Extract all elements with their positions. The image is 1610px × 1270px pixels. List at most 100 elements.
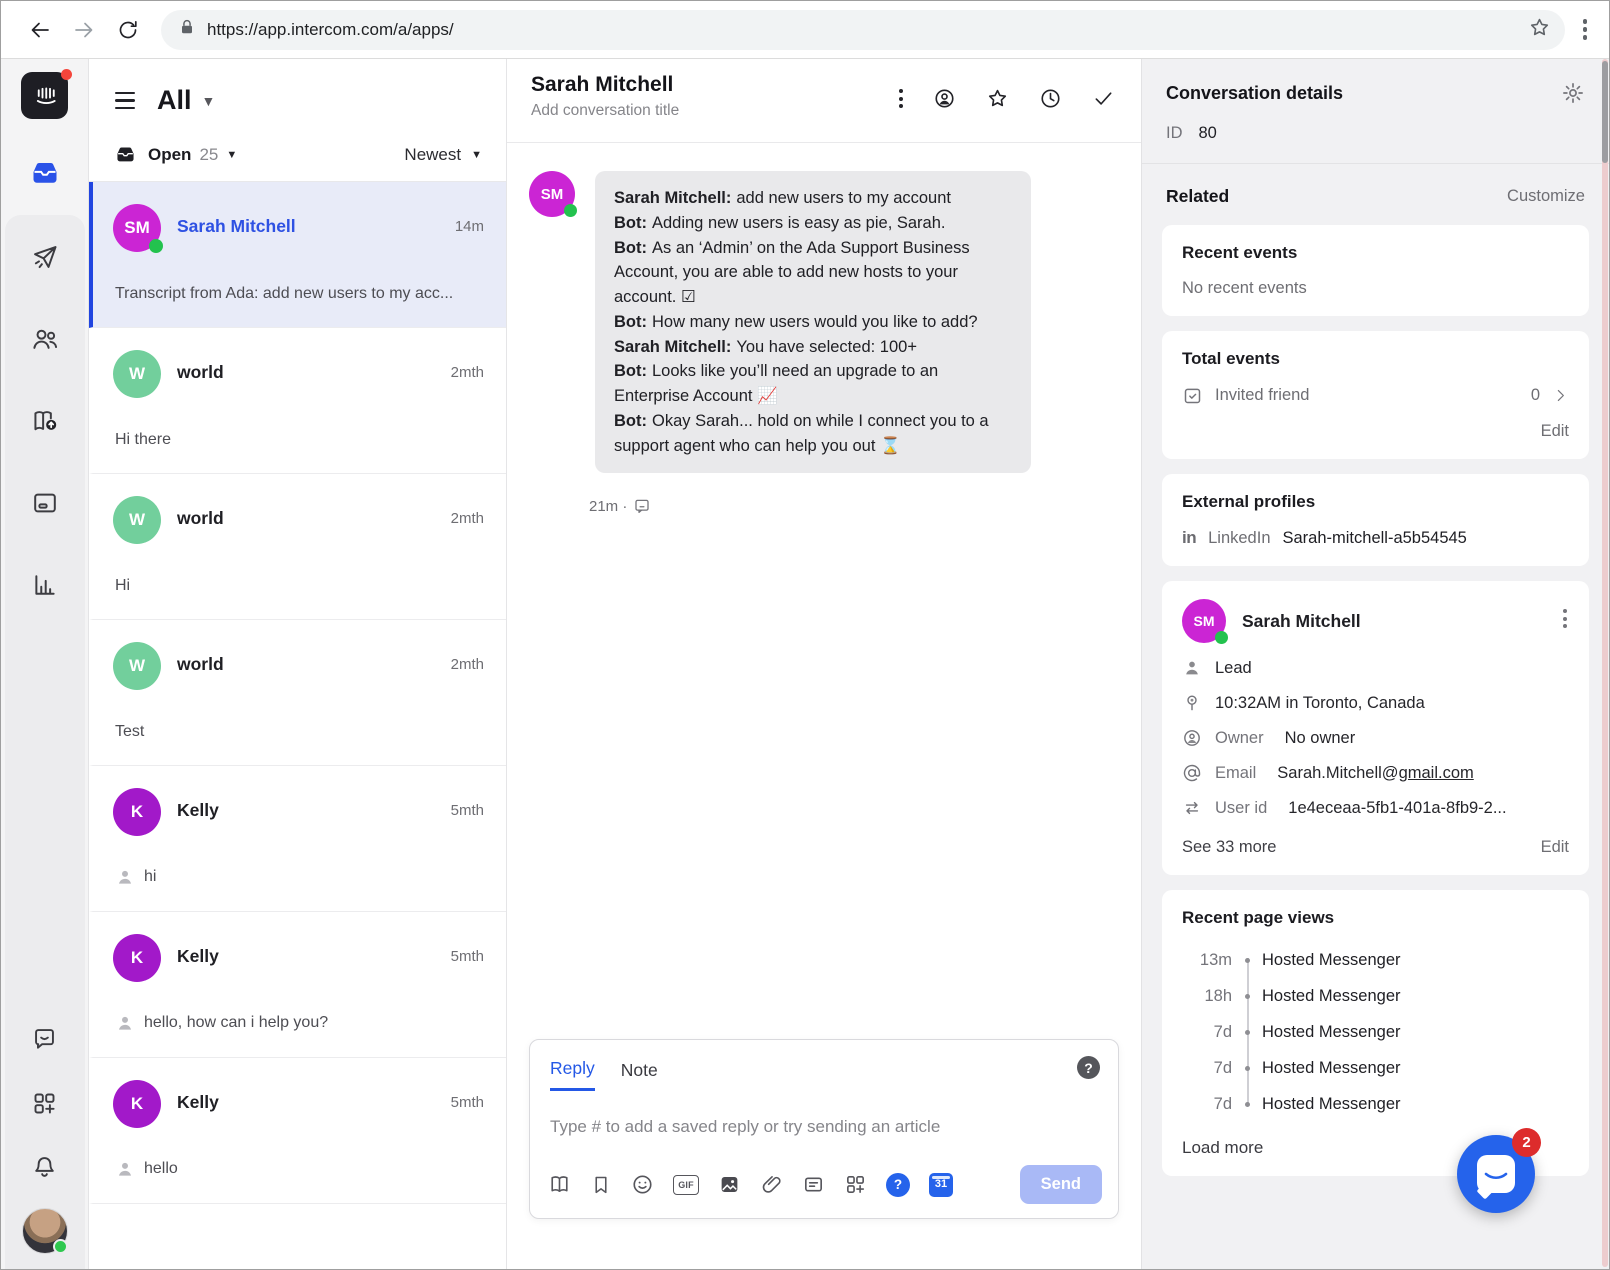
- people-icon: [32, 329, 57, 349]
- attachment-paperclip-icon[interactable]: [760, 1173, 783, 1196]
- emoji-icon[interactable]: [631, 1173, 654, 1196]
- conversation-panel: Sarah Mitchell Add conversation title: [507, 59, 1141, 1269]
- chevron-down-icon[interactable]: ▼: [226, 148, 238, 161]
- conversation-list-item[interactable]: W world 2mth Test: [89, 620, 506, 766]
- conversation-list-item[interactable]: K Kelly 5mth hello, how can i help you?: [89, 912, 506, 1058]
- snooze-clock-icon[interactable]: [1039, 87, 1062, 110]
- browser-menu-icon[interactable]: [1582, 19, 1587, 40]
- close-conversation-check-icon[interactable]: [1092, 87, 1115, 110]
- customize-link[interactable]: Customize: [1507, 187, 1585, 205]
- chevron-down-icon[interactable]: ▼: [471, 148, 482, 161]
- details-title: Conversation details: [1166, 83, 1344, 103]
- external-profiles-title: External profiles: [1182, 492, 1316, 511]
- sidebar-item-reports[interactable]: [21, 561, 69, 609]
- browser-back-icon[interactable]: [27, 17, 53, 43]
- user-footer: See 33 more Edit: [1182, 838, 1569, 857]
- bookmark-star-icon[interactable]: [1528, 16, 1551, 44]
- conversation-preview: Hi there: [115, 431, 172, 448]
- avatar: W: [113, 496, 161, 544]
- sidebar-item-help-center[interactable]: [21, 479, 69, 527]
- email-value[interactable]: Sarah.Mitchell@gmail.com: [1277, 763, 1474, 782]
- window-scrollbar[interactable]: [1602, 59, 1608, 1267]
- page-view-item: 13m Hosted Messenger: [1199, 950, 1401, 969]
- saved-replies-bookmark-icon[interactable]: [590, 1174, 612, 1196]
- recent-events-title: Recent events: [1182, 243, 1298, 262]
- linkedin-icon: in: [1182, 528, 1197, 547]
- gear-icon[interactable]: [1561, 81, 1585, 110]
- details-header: Conversation details ID 80: [1142, 59, 1609, 164]
- star-icon[interactable]: [986, 87, 1009, 110]
- conversation-time: 5mth: [450, 802, 484, 819]
- more-options-icon[interactable]: [899, 89, 903, 108]
- calendar-app-icon[interactable]: 31: [929, 1172, 953, 1197]
- transcript-line: Sarah Mitchell: You have selected: 100+: [614, 337, 917, 356]
- external-profiles-card: External profiles in LinkedIn Sarah-mitc…: [1162, 474, 1589, 566]
- conversation-preview: Transcript from Ada: add new users to my…: [115, 285, 454, 302]
- conversation-title: Sarah Mitchell: [531, 73, 674, 96]
- avatar: K: [113, 1080, 161, 1128]
- browser-reload-icon[interactable]: [115, 17, 141, 43]
- sidebar-item-outbound[interactable]: [21, 233, 69, 281]
- reply-input[interactable]: Type # to add a saved reply or try sendi…: [550, 1117, 941, 1136]
- filter-open-label[interactable]: Open: [148, 144, 192, 164]
- article-book-icon[interactable]: [548, 1173, 571, 1196]
- chevron-down-icon[interactable]: ▼: [201, 92, 216, 109]
- help-icon[interactable]: ?: [1077, 1056, 1100, 1079]
- send-button[interactable]: Send: [1019, 1165, 1102, 1204]
- sidebar-item-knowledge[interactable]: [21, 397, 69, 445]
- url-bar[interactable]: https://app.intercom.com/a/apps/: [161, 9, 1565, 50]
- menu-icon[interactable]: [115, 91, 135, 110]
- online-status-dot: [1215, 631, 1228, 644]
- linkedin-row[interactable]: in LinkedIn Sarah-mitchell-a5b54545: [1182, 528, 1569, 548]
- email-label: Email: [1215, 763, 1257, 782]
- conversation-preview: hello, how can i help you?: [115, 1013, 484, 1033]
- see-more-link[interactable]: See 33 more: [1182, 838, 1277, 856]
- conversation-list-item[interactable]: W world 2mth Hi: [89, 474, 506, 620]
- user-profile-avatar[interactable]: [21, 1207, 69, 1255]
- sidebar-item-apps[interactable]: [21, 1079, 69, 1127]
- load-more-link[interactable]: Load more: [1182, 1138, 1264, 1157]
- edit-link[interactable]: Edit: [1540, 838, 1569, 856]
- sidebar-item-notifications[interactable]: [21, 1143, 69, 1191]
- image-icon[interactable]: [718, 1173, 741, 1196]
- tab-reply[interactable]: Reply: [550, 1058, 595, 1091]
- conversation-details-panel: Conversation details ID 80 Related Custom…: [1141, 59, 1609, 1269]
- tab-note[interactable]: Note: [620, 1059, 658, 1080]
- inbox-view-title[interactable]: All: [157, 85, 192, 115]
- conversation-name: Kelly: [177, 946, 219, 966]
- assign-icon[interactable]: [933, 87, 956, 110]
- sidebar-item-messenger[interactable]: [21, 1015, 69, 1063]
- sidebar-item-inbox[interactable]: [21, 149, 69, 197]
- macro-card-icon[interactable]: [802, 1173, 825, 1196]
- more-options-icon[interactable]: [1563, 609, 1567, 628]
- conversation-list-item[interactable]: K Kelly 5mth hi: [89, 766, 506, 912]
- conversation-time: 2mth: [450, 364, 484, 381]
- event-count: 0: [1530, 386, 1540, 404]
- transcript-line: Bot: Looks like you’ll need an upgrade to…: [614, 362, 939, 405]
- bell-icon: [35, 1156, 54, 1177]
- user-email-row: Email Sarah.Mitchell@gmail.com: [1182, 763, 1569, 783]
- scrollbar-thumb[interactable]: [1602, 61, 1608, 163]
- intercom-logo[interactable]: [21, 68, 72, 119]
- edit-link[interactable]: Edit: [1540, 422, 1569, 440]
- browser-forward-icon[interactable]: [71, 17, 97, 43]
- linkedin-value[interactable]: Sarah-mitchell-a5b54545: [1282, 528, 1467, 547]
- conversation-list-item[interactable]: W world 2mth Hi there: [89, 328, 506, 474]
- bar-chart-icon: [34, 575, 55, 595]
- card-icon: [33, 493, 56, 513]
- conversation-title-input[interactable]: Add conversation title: [531, 102, 680, 119]
- sort-newest-label[interactable]: Newest: [404, 144, 462, 164]
- messenger-app-icon[interactable]: ?: [886, 1172, 910, 1197]
- conversation-list-item[interactable]: SM Sarah Mitchell 14m Transcript from Ad…: [89, 182, 506, 328]
- gif-icon[interactable]: GIF: [673, 1174, 699, 1195]
- sidebar-item-contacts[interactable]: [21, 315, 69, 363]
- id-value: 80: [1198, 124, 1217, 142]
- rail-bottom-group: [21, 1015, 69, 1269]
- conversation-list-item[interactable]: K Kelly 5mth hello: [89, 1058, 506, 1204]
- apps-grid-plus-icon[interactable]: [844, 1173, 867, 1196]
- recent-page-views-card: Recent page views 13m Hosted Messenger 18…: [1162, 890, 1589, 1176]
- conversation-preview: Test: [115, 723, 145, 740]
- chevron-right-icon[interactable]: [1552, 387, 1569, 404]
- total-events-row[interactable]: Invited friend 0: [1182, 385, 1569, 406]
- intercom-messenger-launcher[interactable]: 2: [1457, 1128, 1541, 1213]
